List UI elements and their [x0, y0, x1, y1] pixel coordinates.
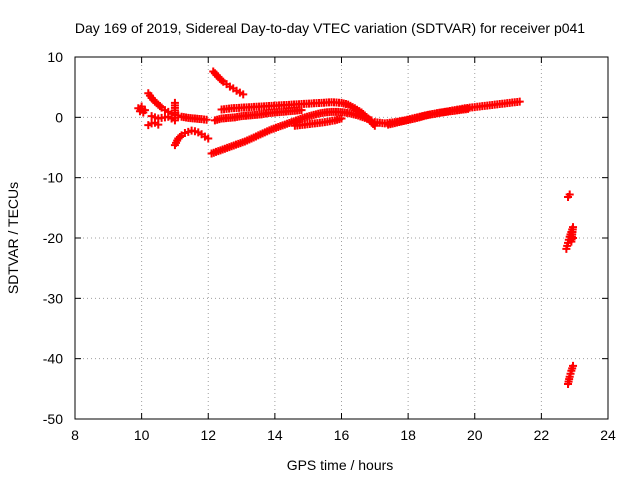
- data-point: [569, 234, 578, 242]
- y-tick-label: -40: [43, 351, 63, 367]
- data-series: [147, 98, 179, 125]
- plot-frame: [74, 56, 609, 420]
- chart-title: Day 169 of 2019, Sidereal Day-to-day VTE…: [75, 20, 585, 36]
- y-tick-label: -20: [43, 230, 63, 246]
- data-point: [337, 114, 346, 123]
- data-series: [564, 361, 578, 389]
- y-tick-label: -30: [43, 290, 63, 306]
- y-tick-label: 10: [47, 49, 63, 65]
- x-tick-label: 12: [200, 427, 216, 443]
- data-point: [202, 115, 211, 124]
- x-tick-label: 14: [267, 427, 283, 443]
- data-point: [204, 134, 213, 143]
- data-point: [239, 90, 248, 99]
- data-point: [155, 102, 164, 111]
- data-series: [564, 190, 574, 201]
- data-series: [134, 102, 149, 117]
- data-point: [175, 132, 184, 141]
- data-series: [144, 89, 211, 124]
- data-point: [217, 76, 226, 85]
- data-series: [207, 107, 376, 158]
- data-point: [565, 190, 574, 199]
- data-point: [170, 98, 179, 107]
- y-tick-label: -10: [43, 170, 63, 186]
- data-series: [210, 106, 306, 125]
- data-point: [140, 106, 149, 115]
- x-tick-label: 22: [534, 427, 550, 443]
- axis-ticks: 8 10 12 14 16 18 20 22 24 -50 -40 -30 -20 -10 0 10: [43, 49, 616, 443]
- data-series: [170, 126, 213, 150]
- data-series: [144, 118, 163, 130]
- data-series: [217, 98, 379, 130]
- y-tick-label: 0: [55, 109, 63, 125]
- data-series: [384, 104, 473, 129]
- x-tick-label: 8: [71, 427, 79, 443]
- data-point: [154, 120, 163, 129]
- y-axis-label: SDTVAR / TECUs: [5, 182, 21, 294]
- x-tick-label: 24: [600, 427, 616, 443]
- data-series: [562, 223, 578, 253]
- x-axis-label: GPS time / hours: [287, 457, 394, 473]
- data-points: [134, 67, 578, 389]
- data-point: [569, 361, 578, 370]
- x-tick-label: 18: [400, 427, 416, 443]
- data-series: [209, 67, 248, 99]
- data-point: [464, 104, 473, 113]
- data-series: [290, 114, 346, 130]
- x-tick-label: 16: [334, 427, 350, 443]
- y-tick-label: -50: [43, 411, 63, 427]
- x-tick-label: 10: [134, 427, 150, 443]
- x-tick-label: 20: [467, 427, 483, 443]
- data-point: [515, 97, 524, 106]
